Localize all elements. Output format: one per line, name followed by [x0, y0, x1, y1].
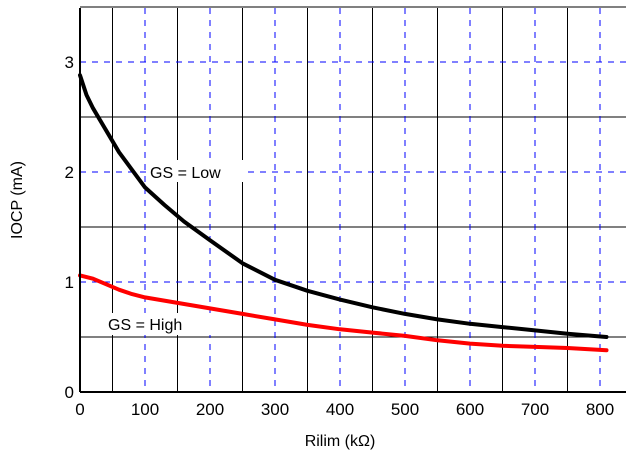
x-tick-labels: 0 100 200 300 400 500 600 700 800 — [75, 400, 614, 419]
grid-dashed-lines — [80, 8, 626, 392]
y-tick-label: 3 — [65, 53, 74, 72]
y-tick-label: 2 — [65, 163, 74, 182]
x-tick-label: 700 — [521, 400, 549, 419]
series-line-gs-high — [78, 273, 609, 353]
x-axis-label: Rilim (kΩ) — [305, 433, 376, 450]
x-tick-label: 800 — [586, 400, 614, 419]
x-tick-label: 300 — [261, 400, 289, 419]
annotation-gs-low: GS = Low — [150, 165, 221, 182]
y-tick-label: 0 — [65, 383, 74, 402]
annotation-low-bg — [148, 160, 243, 182]
x-tick-label: 200 — [196, 400, 224, 419]
series-line-gs-low — [78, 73, 609, 339]
series-layer — [78, 73, 609, 353]
x-tick-label: 100 — [131, 400, 159, 419]
x-tick-label: 400 — [326, 400, 354, 419]
y-tick-label: 1 — [65, 273, 74, 292]
x-tick-label: 0 — [75, 400, 84, 419]
annotation-gs-high: GS = High — [108, 317, 182, 334]
x-tick-label: 600 — [456, 400, 484, 419]
y-axis-label: IOCP (mA) — [9, 161, 26, 239]
x-tick-label: 500 — [391, 400, 419, 419]
annotation-high-bg — [106, 313, 214, 335]
y-tick-labels: 0 1 2 3 — [65, 53, 74, 402]
